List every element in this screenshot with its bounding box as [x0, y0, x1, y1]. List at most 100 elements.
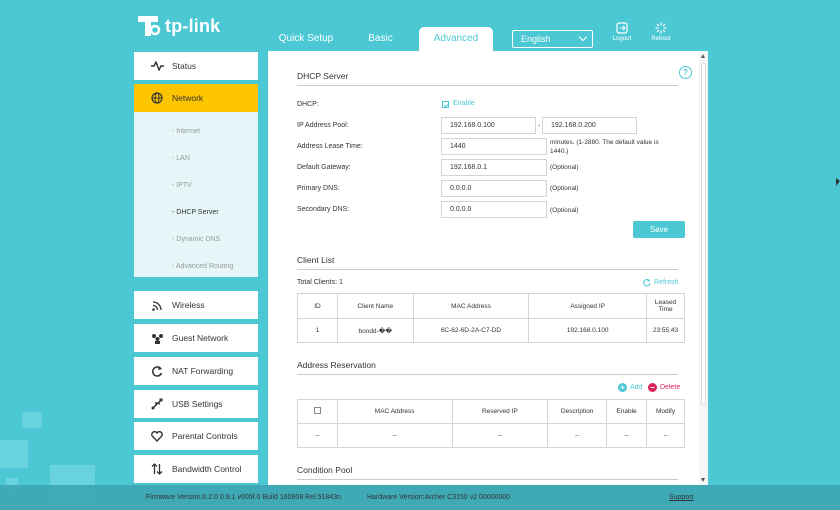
column-header: MAC Address — [412, 293, 530, 319]
sidebar-item-guest-network[interactable]: Guest Network — [134, 324, 258, 352]
sidebar-item-wireless[interactable]: Wireless — [134, 291, 258, 319]
table-cell: -- — [336, 423, 453, 448]
column-header: Assigned IP — [528, 293, 648, 319]
dhcp-server-title: DHCP Server — [297, 71, 349, 81]
dhcp-enable-label: Enable — [453, 100, 475, 107]
sidebar-item-bandwidth-control[interactable]: Bandwidth Control — [134, 455, 258, 483]
subnav-dhcp-server[interactable]: - DHCP Server — [172, 209, 219, 216]
sidebar-item-label: USB Settings — [172, 399, 223, 409]
usb-icon — [150, 397, 164, 411]
sidebar-item-label: Wireless — [172, 300, 205, 310]
divider — [297, 269, 678, 270]
hardware-version: Hardware Version:Archer C3150 v2 0000000… — [367, 494, 511, 501]
sidebar-item-label: Parental Controls — [172, 431, 238, 441]
ip-pool-separator: - — [538, 122, 541, 129]
divider — [297, 85, 678, 86]
sidebar-item-label: Network — [172, 93, 204, 103]
network-subnav: - Internet - LAN - IPTV - DHCP Server - … — [134, 112, 258, 277]
logo-text: tp-link — [165, 15, 221, 36]
scrollbar[interactable] — [699, 51, 708, 485]
select-all-checkbox[interactable] — [313, 407, 321, 414]
ip-pool-label: IP Address Pool: — [297, 122, 349, 129]
chevron-down-icon — [578, 32, 588, 42]
table-header-row: MAC Address Reserved IP Description Enab… — [297, 399, 685, 424]
table-cell: -- — [451, 423, 549, 448]
column-header: Client Name — [336, 293, 414, 319]
table-header-row: ID Client Name MAC Address Assigned IP L… — [297, 293, 685, 319]
optional-note: (Optional) — [550, 207, 579, 214]
tp-link-logo-icon — [138, 16, 161, 36]
client-list-title: Client List — [297, 255, 335, 265]
scroll-up-icon[interactable] — [701, 54, 705, 58]
dhcp-enable-checkbox[interactable] — [442, 101, 449, 108]
reboot-button[interactable]: Reboot — [644, 22, 678, 42]
condition-pool-title: Condition Pool — [297, 465, 353, 475]
nat-forwarding-icon — [150, 364, 164, 378]
help-icon[interactable]: ? — [679, 66, 692, 79]
sidebar-item-nat-forwarding[interactable]: NAT Forwarding — [134, 357, 258, 385]
subnav-dynamic-dns[interactable]: - Dynamic DNS — [172, 236, 221, 243]
logout-button[interactable]: Logout — [605, 22, 639, 42]
sidebar-item-label: Guest Network — [172, 333, 229, 343]
scrollbar-thumb[interactable] — [701, 63, 706, 405]
address-reservation-title: Address Reservation — [297, 360, 376, 370]
tab-quick-setup[interactable]: Quick Setup — [278, 33, 334, 44]
column-header: Leased Time — [646, 293, 685, 319]
ip-pool-start-input[interactable]: 192.168.0.100 — [441, 117, 536, 134]
support-link[interactable]: Support — [669, 494, 694, 501]
guest-network-icon — [150, 331, 164, 345]
globe-icon — [150, 91, 164, 105]
ip-pool-end-input[interactable]: 192.168.0.200 — [542, 117, 637, 134]
lease-time-input[interactable]: 1440 — [441, 138, 547, 155]
default-gateway-label: Default Gateway: — [297, 164, 351, 171]
decor-square — [22, 412, 42, 428]
tab-basic[interactable]: Basic — [368, 33, 393, 44]
save-button[interactable]: Save — [633, 221, 685, 238]
table-cell: 23:55:43 — [646, 318, 685, 343]
default-gateway-input[interactable]: 192.168.0.1 — [441, 159, 547, 176]
column-header: Modify — [646, 399, 685, 424]
total-clients: Total Clients: 1 — [297, 279, 343, 286]
sidebar-item-label: NAT Forwarding — [172, 366, 234, 376]
sidebar-item-usb-settings[interactable]: USB Settings — [134, 390, 258, 418]
optional-note: (Optional) — [550, 185, 579, 192]
subnav-lan[interactable]: - LAN — [172, 155, 190, 162]
column-header: ID — [297, 293, 338, 319]
minus-icon: − — [648, 383, 657, 392]
table-cell: bondd-�� — [336, 318, 414, 343]
tab-advanced[interactable]: Advanced — [419, 27, 493, 51]
secondary-dns-input[interactable]: 0.0.0.0 — [441, 201, 547, 218]
table-cell: -- — [547, 423, 608, 448]
delete-label: Delete — [660, 384, 681, 391]
language-select[interactable]: English — [512, 30, 593, 48]
subnav-internet[interactable]: - Internet — [172, 128, 201, 135]
table-cell: -- — [646, 423, 685, 448]
lease-time-note: minutes. (1-2880. The default value is 1… — [550, 139, 659, 155]
client-table: ID Client Name MAC Address Assigned IP L… — [297, 293, 685, 343]
bandwidth-icon — [150, 462, 164, 476]
refresh-button[interactable]: Refresh — [642, 278, 679, 287]
refresh-icon — [643, 279, 651, 287]
sidebar-item-parental-controls[interactable]: Parental Controls — [134, 422, 258, 450]
delete-button[interactable]: − Delete — [648, 383, 680, 392]
heart-icon — [150, 429, 164, 443]
status-icon — [150, 59, 164, 73]
add-button[interactable]: + Add — [618, 383, 642, 392]
reboot-icon — [655, 22, 667, 34]
table-cell: -- — [297, 423, 338, 448]
reservation-table: MAC Address Reserved IP Description Enab… — [297, 399, 685, 448]
optional-note: (Optional) — [550, 164, 579, 171]
column-header: MAC Address — [336, 399, 453, 424]
sidebar-item-network[interactable]: Network — [134, 84, 258, 112]
plus-icon: + — [618, 383, 627, 392]
lease-time-label: Address Lease Time: — [297, 143, 363, 150]
subnav-iptv[interactable]: - IPTV — [172, 182, 192, 189]
dhcp-label: DHCP: — [297, 101, 319, 108]
sidebar-item-status[interactable]: Status — [134, 52, 258, 80]
table-cell: 1 — [297, 318, 338, 343]
scroll-down-icon[interactable] — [701, 478, 705, 482]
mouse-cursor-icon — [836, 178, 840, 186]
tp-link-logo: tp-link — [134, 12, 220, 40]
subnav-advanced-routing[interactable]: - Advanced Routing — [172, 263, 234, 270]
primary-dns-input[interactable]: 0.0.0.0 — [441, 180, 547, 197]
